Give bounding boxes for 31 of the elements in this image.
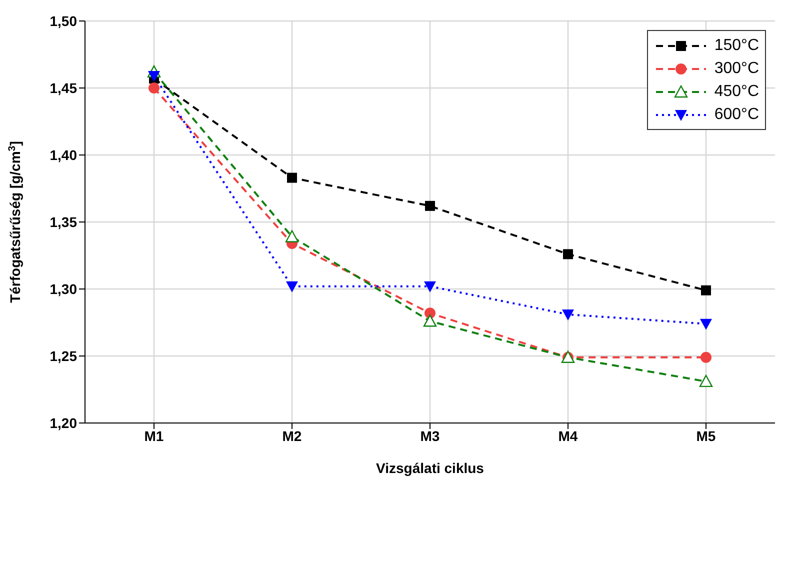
y-tick-label: 1,35 bbox=[50, 214, 78, 230]
x-tick-label: M1 bbox=[144, 428, 164, 444]
point bbox=[423, 314, 437, 327]
point bbox=[701, 285, 711, 296]
y-tick-label: 1,30 bbox=[50, 280, 78, 297]
y-tick-label: 1,20 bbox=[50, 414, 78, 431]
y-tick-label: 1,50 bbox=[50, 12, 78, 29]
point bbox=[699, 374, 713, 388]
point bbox=[425, 200, 435, 211]
point bbox=[285, 230, 299, 242]
legend-label: 300°C bbox=[714, 60, 759, 78]
point bbox=[700, 318, 712, 330]
point bbox=[562, 309, 574, 320]
x-tick-label: M3 bbox=[420, 428, 440, 444]
point bbox=[700, 352, 712, 363]
point bbox=[148, 70, 160, 82]
x-tick-label: M4 bbox=[558, 428, 578, 444]
y-tick-label: 1,25 bbox=[50, 348, 78, 364]
y-tick-label: 1,45 bbox=[50, 80, 78, 96]
point bbox=[287, 172, 297, 183]
x-axis-title: Vizsgálati ciklus bbox=[376, 460, 484, 476]
point bbox=[148, 82, 160, 94]
legend-label: 600°C bbox=[714, 106, 759, 124]
y-tick-label: 1,40 bbox=[50, 146, 78, 163]
point bbox=[424, 281, 436, 292]
point bbox=[563, 249, 573, 260]
legend-label: 450°C bbox=[714, 82, 759, 100]
x-tick-label: M5 bbox=[696, 428, 716, 444]
legend-label: 150°C bbox=[714, 36, 759, 54]
point bbox=[286, 281, 298, 292]
x-tick-label: M2 bbox=[282, 428, 302, 444]
